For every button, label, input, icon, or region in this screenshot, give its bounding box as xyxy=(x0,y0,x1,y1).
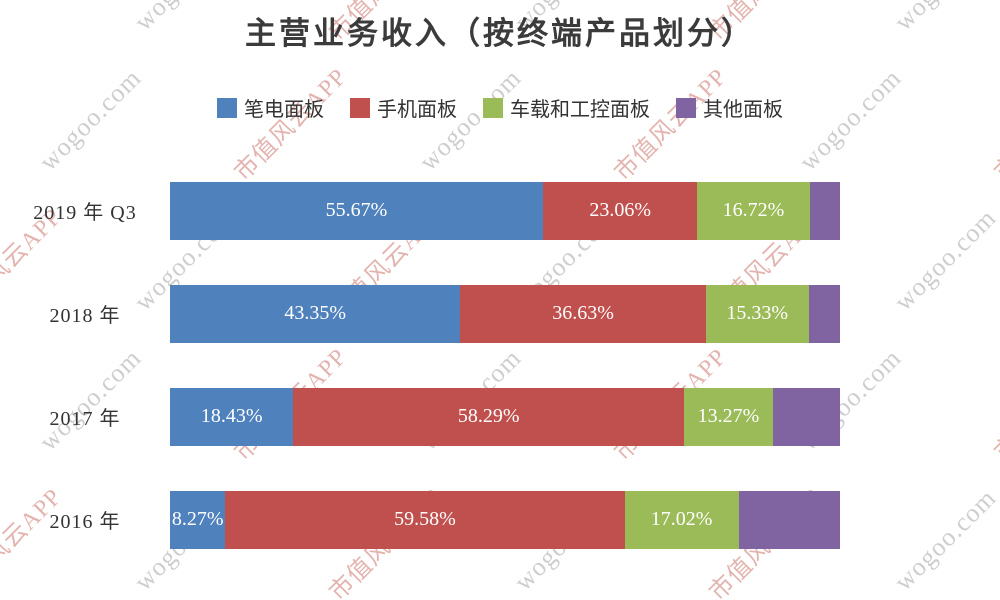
category-label: 2018 年 xyxy=(49,305,121,327)
bar-value-label: 17.02% xyxy=(650,508,713,530)
legend-swatch-icon xyxy=(217,97,237,118)
bar-segment: 58.29% xyxy=(293,387,684,446)
bar-value-label: 16.72% xyxy=(722,199,785,221)
bar-rows: 2019 年 Q3 55.67% 23.06% 16.72% 2018 年 43.35% 3… xyxy=(0,159,1000,571)
bar-segment: 17.02% xyxy=(624,490,739,549)
bar-value-label: 58.29% xyxy=(457,405,520,427)
bar-value-label: 8.27% xyxy=(171,508,224,530)
bar-value-label: 13.27% xyxy=(697,405,760,427)
bar-row: 2019 年 Q3 55.67% 23.06% 16.72% xyxy=(0,159,1000,262)
legend-label: 笔电面板 xyxy=(244,99,324,121)
legend: 笔电面板 手机面板 车载和工控面板 其他面板 xyxy=(0,93,1000,122)
legend-item: 手机面板 xyxy=(350,93,457,122)
bar-value-label: 59.58% xyxy=(394,508,456,530)
bar-value-label: 15.33% xyxy=(726,302,789,324)
bar-segment: 36.63% xyxy=(460,284,706,343)
bar-row: 2018 年 43.35% 36.63% 15.33% xyxy=(0,262,1000,365)
bar-segment: 43.35% xyxy=(170,284,461,343)
bar-segment: 55.67% xyxy=(170,181,543,240)
category-label: 2017 年 xyxy=(49,408,121,430)
legend-item: 其他面板 xyxy=(676,93,783,122)
bar-track: 55.67% 23.06% 16.72% xyxy=(170,181,840,240)
bar-value-label: 55.67% xyxy=(325,199,388,221)
bar-segment: 8.27% xyxy=(170,490,226,549)
bar-track: 18.43% 58.29% 13.27% xyxy=(170,387,840,446)
bar-value-label: 23.06% xyxy=(589,199,652,221)
bar-segment: 13.27% xyxy=(684,387,773,446)
bar-value-label: 36.63% xyxy=(552,302,614,324)
category-label: 2019 年 Q3 xyxy=(33,202,137,224)
legend-label: 手机面板 xyxy=(377,99,457,121)
bar-segment: 59.58% xyxy=(225,490,625,549)
bar-segment xyxy=(772,387,840,446)
bar-value-label: 18.43% xyxy=(200,405,263,427)
category-label: 2016 年 xyxy=(49,511,121,533)
legend-swatch-icon xyxy=(350,97,370,118)
bar-row: 2017 年 18.43% 58.29% 13.27% xyxy=(0,365,1000,468)
chart-title: 主营业务收入（按终端产品划分） xyxy=(245,16,755,51)
bar-segment: 18.43% xyxy=(170,387,294,446)
bar-segment: 16.72% xyxy=(697,181,810,240)
bar-segment: 15.33% xyxy=(705,284,809,343)
legend-item: 车载和工控面板 xyxy=(483,93,650,122)
legend-label: 其他面板 xyxy=(703,99,783,121)
bar-segment xyxy=(809,181,840,240)
bar-segment: 23.06% xyxy=(542,181,698,240)
bar-track: 8.27% 59.58% 17.02% xyxy=(170,490,840,549)
bar-segment xyxy=(738,490,840,549)
bar-value-label: 43.35% xyxy=(284,302,347,324)
legend-label: 车载和工控面板 xyxy=(510,99,650,121)
legend-swatch-icon xyxy=(483,97,503,118)
legend-item: 笔电面板 xyxy=(217,93,324,122)
legend-swatch-icon xyxy=(676,97,696,118)
bar-track: 43.35% 36.63% 15.33% xyxy=(170,284,840,343)
bar-segment xyxy=(808,284,840,343)
bar-row: 2016 年 8.27% 59.58% 17.02% xyxy=(0,468,1000,571)
